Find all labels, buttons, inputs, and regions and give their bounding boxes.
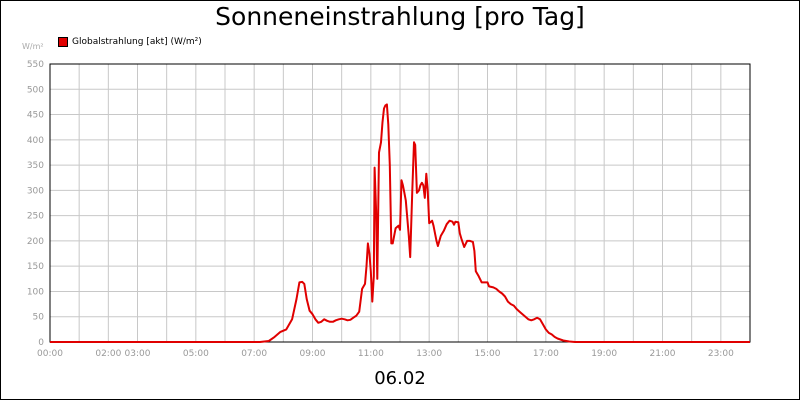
x-tick-label: 23:00 xyxy=(708,349,734,359)
chart-title: Sonneneinstrahlung [pro Tag] xyxy=(215,2,585,31)
legend-swatch xyxy=(58,37,68,47)
y-tick-label: 400 xyxy=(27,136,44,146)
y-tick-label: 500 xyxy=(27,85,44,95)
y-tick-label: 100 xyxy=(27,287,44,297)
y-axis-unit-label: W/m² xyxy=(22,42,44,51)
x-tick-label: 07:00 xyxy=(241,349,267,359)
x-tick-label: 17:00 xyxy=(533,349,559,359)
y-tick-label: 0 xyxy=(38,338,44,348)
x-tick-label: 21:00 xyxy=(650,349,676,359)
plot-border xyxy=(49,63,751,343)
series-line-globalstrahlung xyxy=(50,103,750,343)
x-tick-label: 02:00 xyxy=(95,349,121,359)
x-tick-label: 11:00 xyxy=(358,349,384,359)
y-tick-label: 150 xyxy=(27,262,44,272)
x-tick-label: 15:00 xyxy=(475,349,501,359)
x-tick-label: 19:00 xyxy=(591,349,617,359)
y-tick-label: 450 xyxy=(27,111,44,121)
y-tick-label: 50 xyxy=(33,313,45,323)
legend-label: Globalstrahlung [akt] (W/m²) xyxy=(72,37,202,47)
legend: Globalstrahlung [akt] (W/m²) xyxy=(58,37,202,47)
x-tick-label: 05:00 xyxy=(183,349,209,359)
x-tick-label: 09:00 xyxy=(300,349,326,359)
y-tick-label: 350 xyxy=(27,161,44,171)
y-tick-label: 200 xyxy=(27,237,44,247)
date-label: 06.02 xyxy=(374,368,426,389)
y-tick-label: 550 xyxy=(27,60,44,70)
x-tick-label: 00:00 xyxy=(37,349,63,359)
x-tick-label: 03:00 xyxy=(125,349,151,359)
y-tick-label: 250 xyxy=(27,212,44,222)
y-tick-label: 300 xyxy=(27,186,44,196)
x-tick-label: 13:00 xyxy=(416,349,442,359)
